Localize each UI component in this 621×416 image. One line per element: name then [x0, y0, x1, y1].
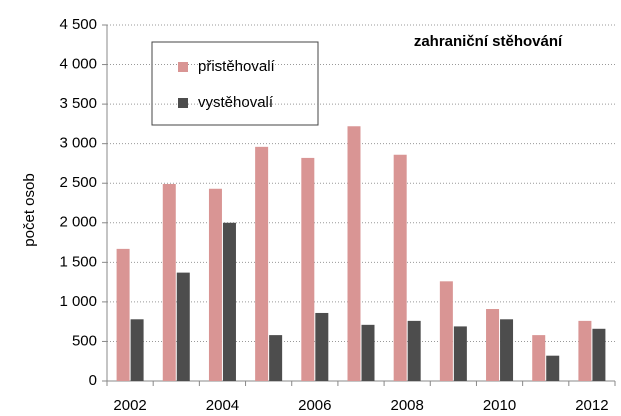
bar — [315, 312, 329, 381]
y-tick-label: 3 000 — [59, 135, 97, 152]
bar — [208, 188, 222, 381]
y-tick-label: 2 500 — [59, 174, 97, 191]
x-tick-label: 2006 — [298, 397, 331, 414]
chart-title: zahraniční stěhování — [414, 33, 563, 50]
bar — [486, 309, 500, 381]
bar — [176, 272, 190, 381]
bar — [222, 222, 236, 381]
bar — [546, 355, 560, 381]
bar — [162, 184, 176, 381]
bar — [255, 146, 269, 381]
bar — [347, 126, 361, 381]
bar — [361, 324, 375, 381]
bar — [578, 320, 592, 381]
bar — [393, 154, 407, 381]
bar — [269, 335, 283, 381]
bar — [500, 319, 514, 381]
legend-swatch — [178, 62, 188, 72]
x-tick-label: 2010 — [483, 397, 516, 414]
x-tick-label: 2012 — [575, 397, 608, 414]
y-axis-label: počet osob — [21, 173, 38, 246]
legend-label: vystěhovalí — [198, 94, 274, 111]
y-tick-label: 1 000 — [59, 293, 97, 310]
bar — [116, 248, 130, 381]
legend-swatch — [178, 98, 188, 108]
bar — [407, 320, 421, 381]
y-tick-label: 500 — [72, 332, 97, 349]
x-tick-label: 2004 — [206, 397, 239, 414]
y-tick-label: 4 500 — [59, 16, 97, 33]
legend-box — [151, 41, 319, 126]
y-tick-label: 3 500 — [59, 95, 97, 112]
y-tick-label: 2 000 — [59, 214, 97, 231]
y-tick-label: 1 500 — [59, 253, 97, 270]
bar — [439, 281, 453, 381]
y-tick-label: 4 000 — [59, 56, 97, 73]
bar — [532, 335, 546, 381]
bar — [130, 319, 144, 381]
bar — [453, 326, 467, 381]
x-tick-label: 2008 — [390, 397, 423, 414]
bar — [301, 157, 315, 381]
legend-label: přistěhovalí — [198, 58, 276, 75]
x-tick-label: 2002 — [113, 397, 146, 414]
y-tick-label: 0 — [89, 372, 97, 389]
bar — [592, 328, 606, 381]
